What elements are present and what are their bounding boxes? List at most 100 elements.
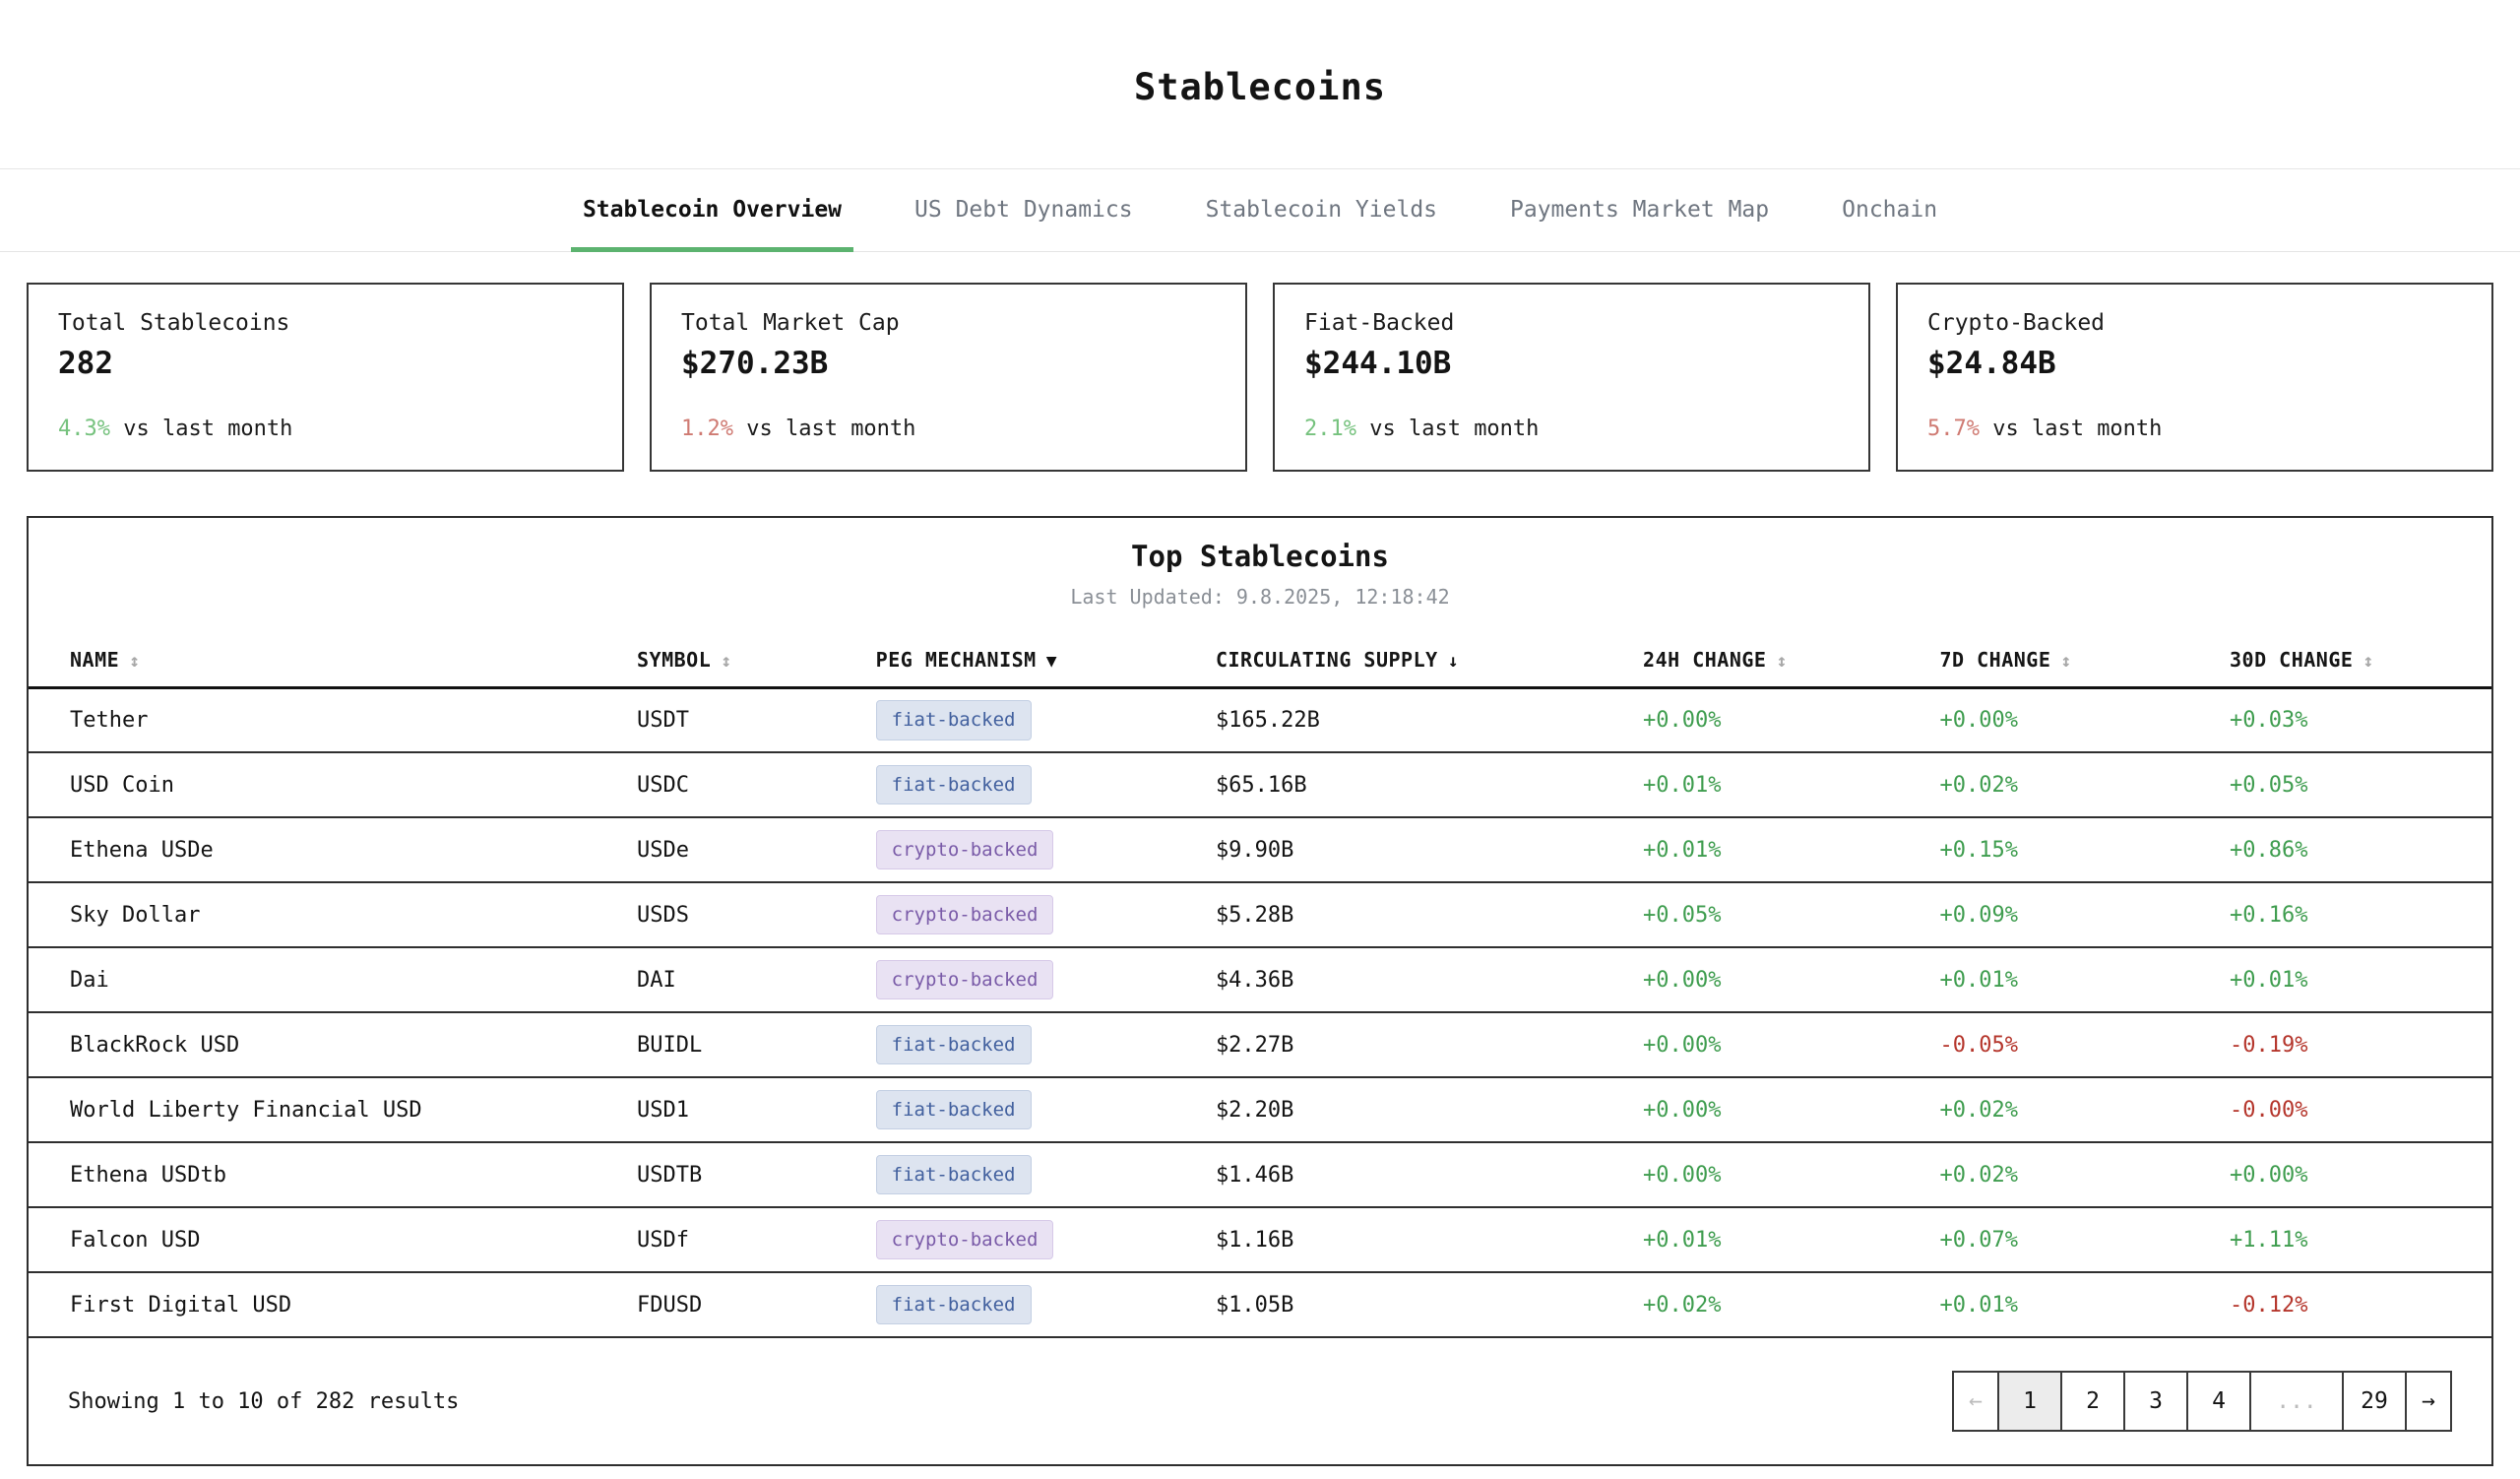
stat-label: Fiat-Backed <box>1304 309 1455 336</box>
column-header-peg-mechanism[interactable]: PEG MECHANISM ▼ <box>875 631 1216 689</box>
column-header-name[interactable]: NAME ↕ <box>29 631 637 689</box>
peg-mechanism-cell: fiat-backed <box>875 1077 1216 1144</box>
tab-us-debt-dynamics[interactable]: US Debt Dynamics <box>914 196 1133 223</box>
supply-cell: $1.16B <box>1215 1207 1644 1274</box>
name-cell: Sky Dollar <box>29 882 637 949</box>
tab-bar: Stablecoin Overview US Debt Dynamics Stabl… <box>0 167 2520 252</box>
table-row: BlackRock USD BUIDL fiat-backed $2.27B +0.00… <box>29 1012 2491 1079</box>
peg-badge: fiat-backed <box>875 1024 1032 1065</box>
change-30d-cell: +0.00% <box>2230 1142 2491 1209</box>
symbol-cell: USDC <box>636 752 876 819</box>
column-header-7d-change[interactable]: 7D CHANGE ↕ <box>1939 631 2230 689</box>
pagination-ellipsis: ... <box>2249 1371 2344 1433</box>
change-30d-cell: -0.19% <box>2230 1012 2491 1079</box>
peg-mechanism-cell: crypto-backed <box>875 947 1216 1014</box>
stat-card-total-stablecoins: Total Stablecoins 282 4.3% vs last month <box>27 282 624 472</box>
change-7d-cell: +0.02% <box>1939 1077 2230 1144</box>
symbol-cell: DAI <box>636 947 876 1014</box>
last-updated-text: Last Updated: 9.8.2025, 12:18:42 <box>1070 584 1450 609</box>
pagination-prev-button[interactable]: ← <box>1952 1371 1999 1433</box>
sort-icon: ↓ <box>1447 650 1460 672</box>
table-row: Dai DAI crypto-backed $4.36B +0.00% +0.01% +0.… <box>29 947 2491 1014</box>
change-30d-cell: +0.16% <box>2230 882 2491 949</box>
name-cell: Ethena USDtb <box>29 1142 637 1209</box>
sort-icon: ↕ <box>129 650 141 672</box>
name-cell: Dai <box>29 947 637 1014</box>
name-cell: Tether <box>29 687 637 754</box>
stat-change: 4.3% vs last month <box>58 417 593 441</box>
stablecoins-dashboard: Stablecoins Stablecoin Overview US Debt D… <box>0 25 2520 1479</box>
stat-value: $244.10B <box>1304 345 1452 381</box>
stat-change-suffix: vs last month <box>1979 416 2163 441</box>
tab-onchain[interactable]: Onchain <box>1842 196 1938 223</box>
column-label: 24H CHANGE <box>1643 647 1767 672</box>
stat-card-total-market-cap: Total Market Cap $270.23B 1.2% vs last mon… <box>650 282 1247 472</box>
tab-stablecoin-overview[interactable]: Stablecoin Overview <box>570 169 854 252</box>
peg-badge: fiat-backed <box>875 1154 1032 1195</box>
change-7d-cell: +0.07% <box>1939 1207 2230 1274</box>
pagination: ← 1 2 3 4... 29 → <box>1952 1371 2452 1433</box>
peg-badge: crypto-backed <box>875 959 1054 1000</box>
peg-mechanism-cell: crypto-backed <box>875 1207 1216 1274</box>
change-24h-cell: +0.00% <box>1643 1142 1940 1209</box>
change-7d-cell: -0.05% <box>1939 1012 2230 1079</box>
change-24h-cell: +0.01% <box>1643 752 1940 819</box>
pagination-page-2[interactable]: 2 <box>2060 1371 2125 1433</box>
change-7d-cell: +0.00% <box>1939 687 2230 754</box>
symbol-cell: USDS <box>636 882 876 949</box>
tab-payments-market-map[interactable]: Payments Market Map <box>1510 196 1770 223</box>
table-row: Tether USDT fiat-backed $165.22B +0.00% +0.00… <box>29 687 2491 754</box>
change-7d-cell: +0.01% <box>1939 947 2230 1014</box>
peg-mechanism-cell: crypto-backed <box>875 817 1216 884</box>
symbol-cell: USD1 <box>636 1077 876 1144</box>
supply-cell: $2.20B <box>1215 1077 1644 1144</box>
pagination-page-29[interactable]: 29 <box>2342 1371 2407 1433</box>
change-24h-cell: +0.00% <box>1643 1012 1940 1079</box>
supply-cell: $2.27B <box>1215 1012 1644 1079</box>
stat-value: $24.84B <box>1927 345 2056 381</box>
peg-mechanism-cell: crypto-backed <box>875 882 1216 949</box>
peg-badge: fiat-backed <box>875 1089 1032 1130</box>
supply-cell: $1.46B <box>1215 1142 1644 1209</box>
stat-change-suffix: vs last month <box>109 416 293 441</box>
peg-badge: crypto-backed <box>875 829 1054 870</box>
column-header-symbol[interactable]: SYMBOL ↕ <box>636 631 876 689</box>
supply-cell: $165.22B <box>1215 687 1644 754</box>
pagination-page-4[interactable]: 4 <box>2186 1371 2251 1433</box>
symbol-cell: USDe <box>636 817 876 884</box>
change-30d-cell: -0.12% <box>2230 1272 2491 1339</box>
stat-change-percent: 1.2% <box>681 416 733 441</box>
change-7d-cell: +0.15% <box>1939 817 2230 884</box>
change-30d-cell: +0.86% <box>2230 817 2491 884</box>
name-cell: First Digital USD <box>29 1272 637 1339</box>
name-cell: World Liberty Financial USD <box>29 1077 637 1144</box>
change-30d-cell: +1.11% <box>2230 1207 2491 1274</box>
pagination-page-3[interactable]: 3 <box>2123 1371 2188 1433</box>
change-30d-cell: -0.00% <box>2230 1077 2491 1144</box>
symbol-cell: BUIDL <box>636 1012 876 1079</box>
column-header-24h-change[interactable]: 24H CHANGE ↕ <box>1643 631 1940 689</box>
column-header-circulating-supply[interactable]: CIRCULATING SUPPLY ↓ <box>1215 631 1644 689</box>
sort-icon: ↕ <box>1776 650 1788 672</box>
peg-mechanism-cell: fiat-backed <box>875 1012 1216 1079</box>
stat-card-fiat-backed: Fiat-Backed $244.10B 2.1% vs last month <box>1273 282 1870 472</box>
table-row: World Liberty Financial USD USD1 fiat-back… <box>29 1077 2491 1144</box>
tab-stablecoin-yields[interactable]: Stablecoin Yields <box>1205 196 1438 223</box>
change-30d-cell: +0.05% <box>2230 752 2491 819</box>
column-label: NAME <box>70 647 120 672</box>
stat-change-percent: 2.1% <box>1304 416 1356 441</box>
peg-badge: crypto-backed <box>875 1219 1054 1260</box>
pagination-next-button[interactable]: → <box>2405 1371 2452 1433</box>
table-header: NAME ↕ SYMBOL ↕ PEG MECHANISM ▼ CIRCULATING SU… <box>29 631 2491 689</box>
peg-mechanism-cell: fiat-backed <box>875 687 1216 754</box>
supply-cell: $4.36B <box>1215 947 1644 1014</box>
peg-badge: fiat-backed <box>875 699 1032 740</box>
top-stablecoins-panel: Top Stablecoins Last Updated: 9.8.2025, … <box>27 515 2493 1467</box>
column-header-30d-change[interactable]: 30D CHANGE ↕ <box>2230 631 2491 689</box>
supply-cell: $1.05B <box>1215 1272 1644 1339</box>
peg-badge: fiat-backed <box>875 1284 1032 1325</box>
stat-change: 1.2% vs last month <box>681 417 1216 441</box>
sort-icon: ↕ <box>2362 650 2374 672</box>
symbol-cell: USDf <box>636 1207 876 1274</box>
pagination-page-1[interactable]: 1 <box>1997 1371 2062 1433</box>
